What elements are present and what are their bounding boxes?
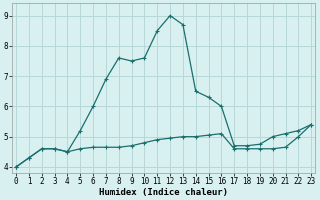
X-axis label: Humidex (Indice chaleur): Humidex (Indice chaleur) bbox=[99, 188, 228, 197]
